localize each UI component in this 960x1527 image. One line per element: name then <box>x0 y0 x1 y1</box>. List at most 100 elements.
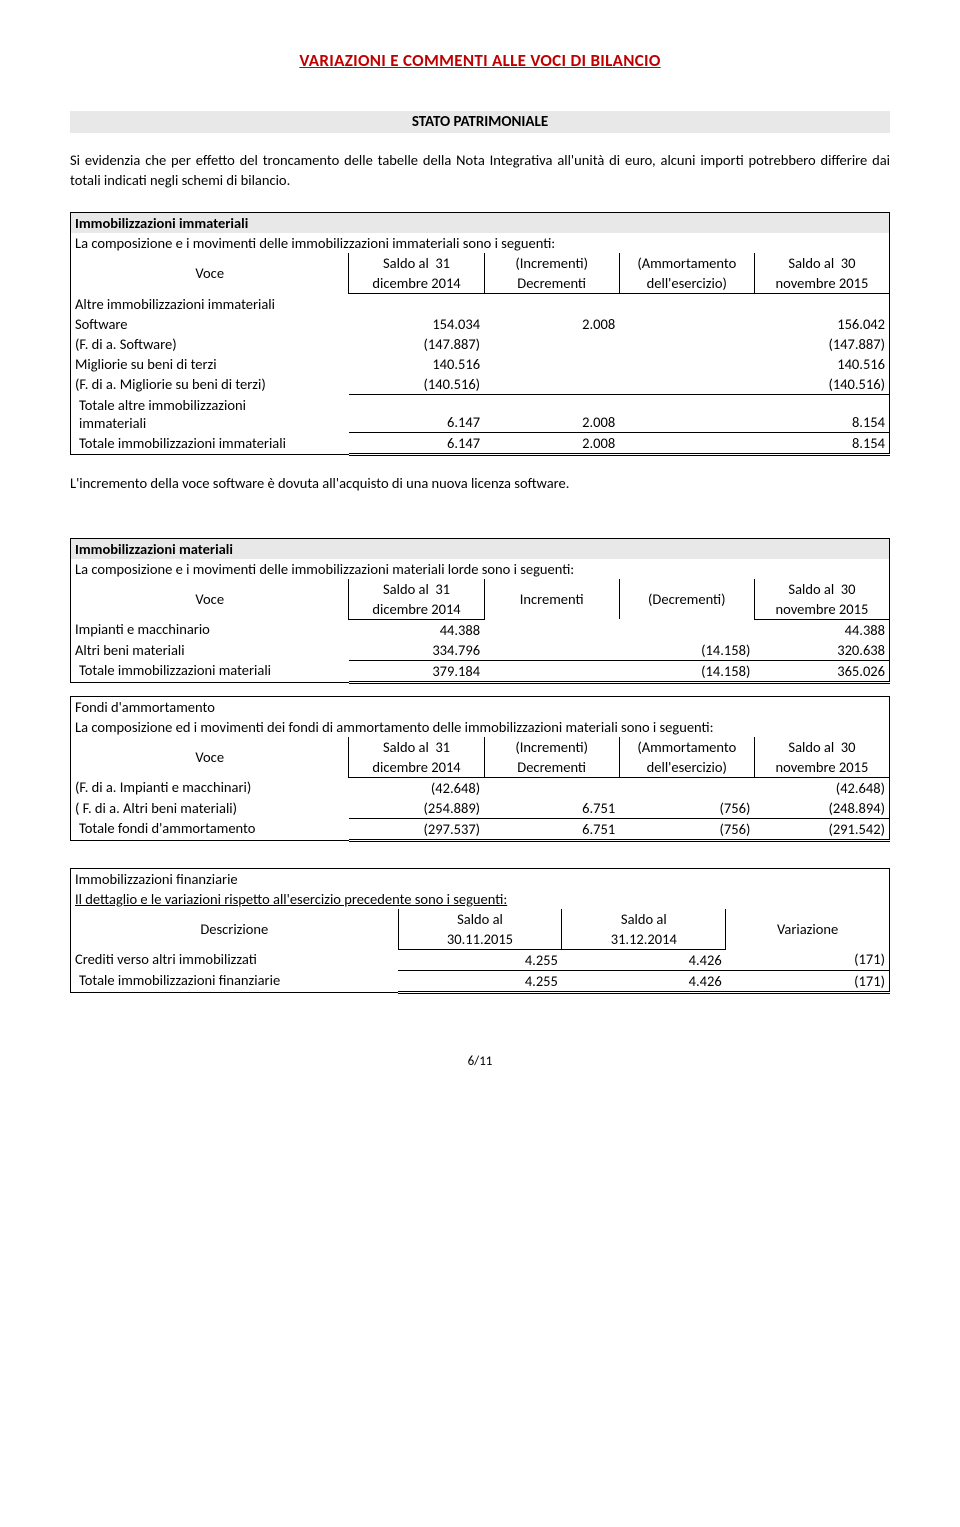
cell-num: (42.648) <box>754 777 889 798</box>
cell-num: 334.796 <box>349 640 484 661</box>
col-h: (Incrementi) <box>484 737 619 757</box>
col-h: Saldo al 31 <box>349 579 484 599</box>
table-immateriali: Immobilizzazioni immateriali La composiz… <box>70 212 890 456</box>
cell-num <box>619 354 754 374</box>
cell-label: Totale fondi d'ammortamento <box>71 818 349 840</box>
col-h: Saldo al <box>398 909 562 929</box>
cell-num: (254.889) <box>349 798 484 819</box>
col-h: Saldo al 31 <box>349 253 484 273</box>
col-h: Descrizione <box>71 909 399 950</box>
cell-num: (147.887) <box>349 334 484 354</box>
tbl3-head2: La composizione ed i movimenti dei fondi… <box>71 717 890 737</box>
table-row: Crediti verso altri immobilizzati 4.255 … <box>71 949 890 970</box>
tbl2-head1: Immobilizzazioni materiali <box>71 538 890 559</box>
cell-num: 140.516 <box>754 354 889 374</box>
section-subtitle: STATO PATRIMONIALE <box>70 111 890 133</box>
cell-num: 140.516 <box>349 354 484 374</box>
cell-num: 4.426 <box>562 949 726 970</box>
cell-label: ( F. di a. Altri beni materiali) <box>71 798 349 819</box>
tbl2-head2: La composizione e i movimenti delle immo… <box>71 559 890 579</box>
tbl4-head1: Immobilizzazioni finanziarie <box>71 868 890 889</box>
table-row: Altri beni materiali 334.796 (14.158) 32… <box>71 640 890 661</box>
cell-label: Totale immobilizzazioni finanziarie <box>71 970 399 992</box>
cell-num: 365.026 <box>754 660 889 682</box>
cell-num <box>619 619 754 640</box>
cell-num: (297.537) <box>349 818 484 840</box>
col-h: (Ammortamento <box>619 253 754 273</box>
cell-num: (42.648) <box>349 777 484 798</box>
col-h: (Incrementi) <box>484 253 619 273</box>
col-h: 31.12.2014 <box>562 929 726 950</box>
cell-num <box>484 374 619 395</box>
table-fondi: Fondi d'ammortamento La composizione ed … <box>70 696 890 842</box>
table-row: (F. di a. Software) (147.887) (147.887) <box>71 334 890 354</box>
col-h: (Decrementi) <box>619 579 754 620</box>
table-row: Impianti e macchinario 44.388 44.388 <box>71 619 890 640</box>
cell-label: (F. di a. Software) <box>71 334 349 354</box>
tbl1-head1: Immobilizzazioni immateriali <box>71 213 890 234</box>
cell-num: 2.008 <box>484 395 619 433</box>
cell-num <box>619 374 754 395</box>
col-h: dell'esercizio) <box>619 757 754 778</box>
col-h: dicembre 2014 <box>349 273 484 294</box>
cell-num: (756) <box>619 818 754 840</box>
cell-num: 2.008 <box>484 433 619 455</box>
cell-label: Migliorie su beni di terzi <box>71 354 349 374</box>
table-row: (F. di a. Migliorie su beni di terzi) (1… <box>71 374 890 395</box>
cell-num <box>484 334 619 354</box>
table-row: Software 154.034 2.008 156.042 <box>71 314 890 334</box>
table-finanziarie: Immobilizzazioni finanziarie Il dettagli… <box>70 868 890 994</box>
cell-num: 44.388 <box>754 619 889 640</box>
cell-num: 4.255 <box>398 949 562 970</box>
cell-num <box>619 395 754 433</box>
cell-num: (14.158) <box>619 660 754 682</box>
cell-num: 2.008 <box>484 314 619 334</box>
col-h: Saldo al 30 <box>754 253 889 273</box>
cell-num: 320.638 <box>754 640 889 661</box>
cell-num: 8.154 <box>754 433 889 455</box>
cell-num: 6.751 <box>484 798 619 819</box>
cell-num <box>484 777 619 798</box>
page-title: VARIAZIONI E COMMENTI ALLE VOCI DI BILAN… <box>70 50 890 71</box>
col-h: Incrementi <box>484 579 619 620</box>
cell-num: 4.255 <box>398 970 562 992</box>
col-h: dell'esercizio) <box>619 273 754 294</box>
tbl1-subhead: Altre immobilizzazioni immateriali <box>71 294 890 315</box>
tbl1-head2: La composizione e i movimenti delle immo… <box>71 233 890 253</box>
cell-label: Software <box>71 314 349 334</box>
cell-num <box>484 354 619 374</box>
cell-num: 156.042 <box>754 314 889 334</box>
cell-label: Crediti verso altri immobilizzati <box>71 949 399 970</box>
table-row: ( F. di a. Altri beni materiali) (254.88… <box>71 798 890 819</box>
cell-label: Impianti e macchinario <box>71 619 349 640</box>
col-h: novembre 2015 <box>754 757 889 778</box>
table-materiali: Immobilizzazioni materiali La composizio… <box>70 538 890 684</box>
col-h: Decrementi <box>484 757 619 778</box>
cell-num <box>619 433 754 455</box>
cell-label: Totale immobilizzazioni immateriali <box>71 433 349 455</box>
table-row: Migliorie su beni di terzi 140.516 140.5… <box>71 354 890 374</box>
cell-num <box>484 619 619 640</box>
cell-num: 6.147 <box>349 395 484 433</box>
table-row: (F. di a. Impianti e macchinari) (42.648… <box>71 777 890 798</box>
tbl3-head1: Fondi d'ammortamento <box>71 696 890 717</box>
cell-num <box>619 777 754 798</box>
cell-num: (14.158) <box>619 640 754 661</box>
cell-num: 379.184 <box>349 660 484 682</box>
cell-num: (248.894) <box>754 798 889 819</box>
col-h: novembre 2015 <box>754 273 889 294</box>
cell-num: 44.388 <box>349 619 484 640</box>
cell-num: 6.751 <box>484 818 619 840</box>
mid-paragraph: L'incremento della voce software è dovut… <box>70 474 890 494</box>
cell-num <box>484 660 619 682</box>
cell-num: (756) <box>619 798 754 819</box>
cell-num: (140.516) <box>754 374 889 395</box>
intro-paragraph: Si evidenzia che per effetto del troncam… <box>70 151 890 190</box>
cell-num: (291.542) <box>754 818 889 840</box>
cell-num: 4.426 <box>562 970 726 992</box>
table-total: Totale fondi d'ammortamento (297.537) 6.… <box>71 818 890 840</box>
cell-num: (147.887) <box>754 334 889 354</box>
col-voce: Voce <box>71 253 349 294</box>
col-h: Saldo al 30 <box>754 737 889 757</box>
cell-num: 6.147 <box>349 433 484 455</box>
